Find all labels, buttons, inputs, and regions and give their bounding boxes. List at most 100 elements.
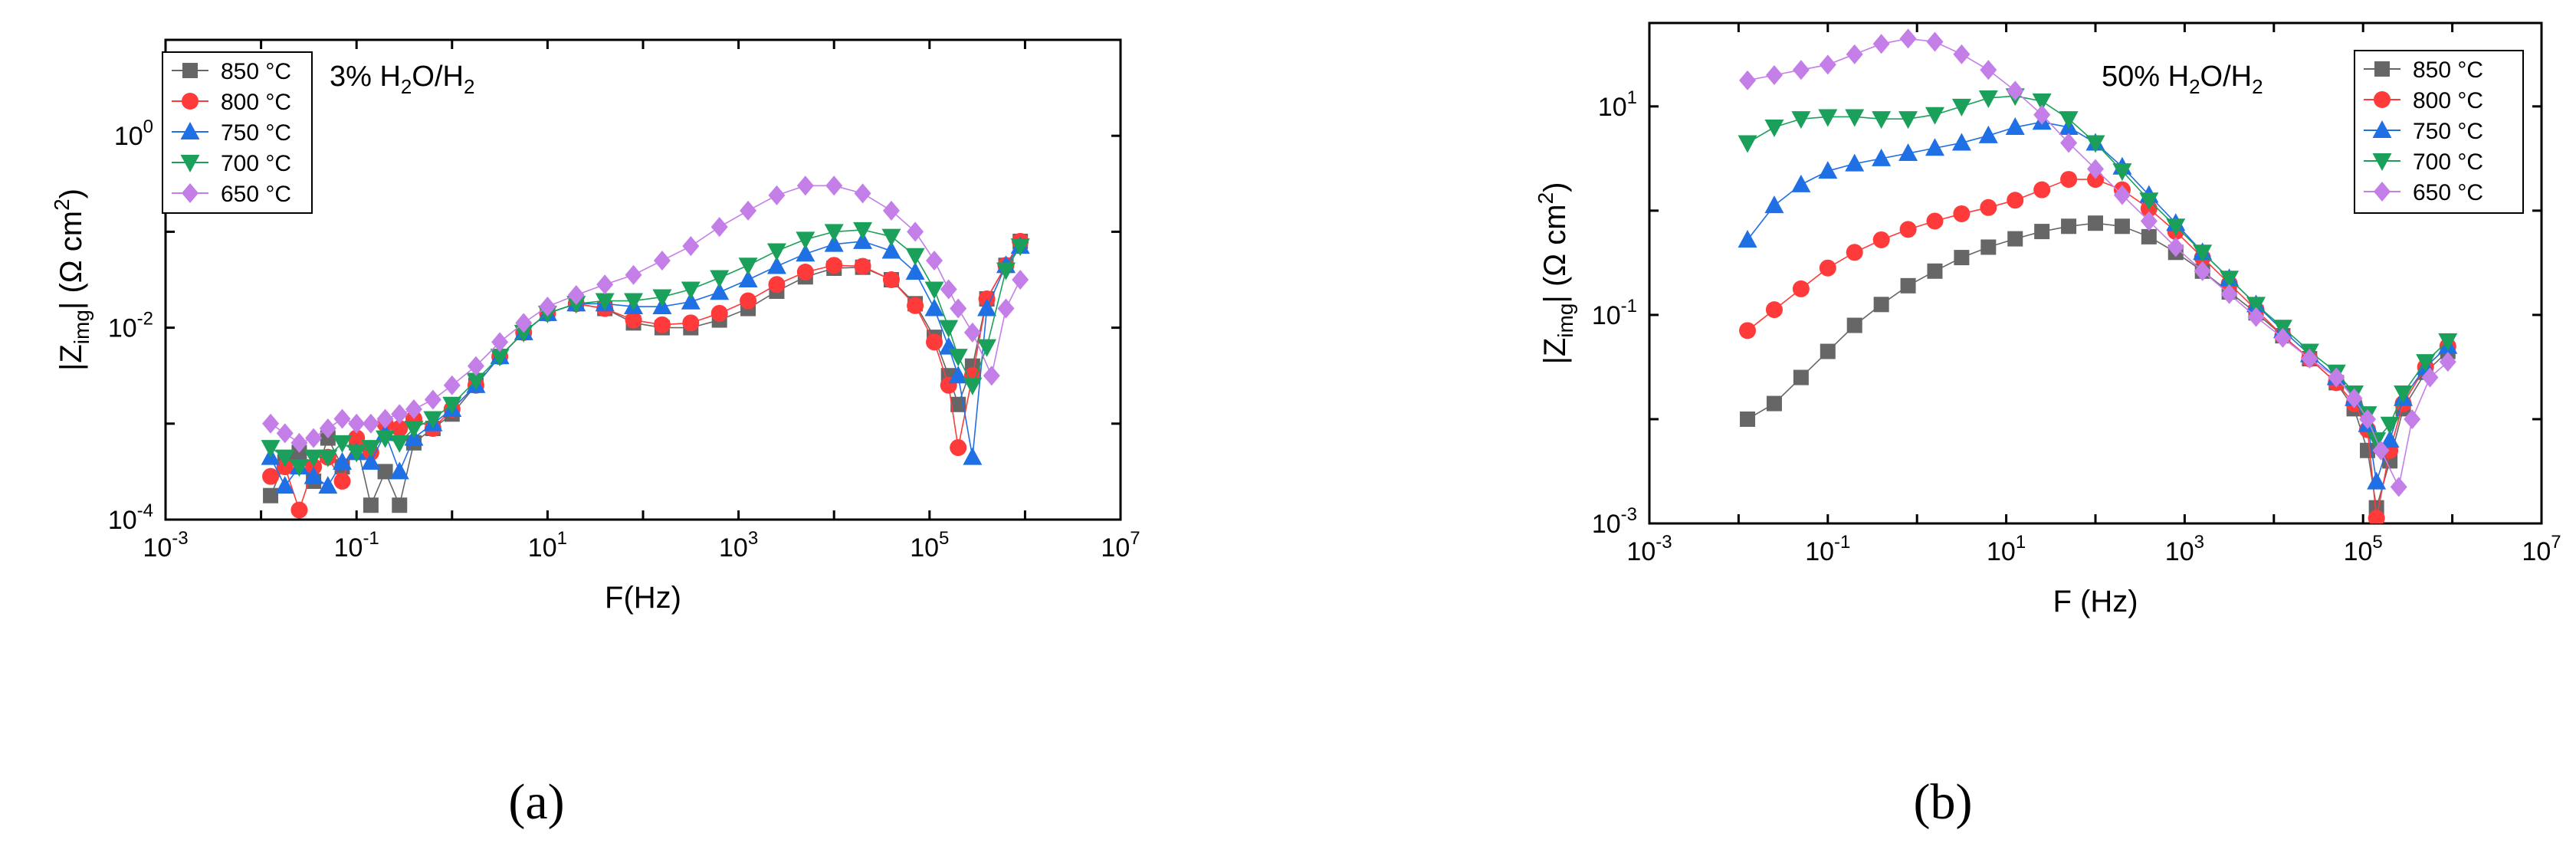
data-point [376,430,395,448]
data-point [1740,411,1756,427]
data-point [768,276,786,294]
legend-label: 850 °C [221,59,291,84]
data-point [1818,109,1838,127]
data-point [882,271,900,288]
y-tick-label: 10-2 [108,309,153,343]
data-point [1845,109,1865,127]
data-point [290,501,308,519]
data-point [1739,70,1757,90]
data-point [1872,34,1890,54]
y-tick-label: 100 [114,116,153,151]
panel-caption: (b) [1914,774,1973,830]
data-point [2007,192,2024,209]
y-tick-label: 10-4 [108,500,153,535]
data-point [391,420,409,438]
x-tick-label: 101 [1987,532,2026,566]
x-tick-label: 10-3 [1626,532,1672,566]
data-point [1980,239,1997,255]
data-point [682,236,700,257]
data-point [940,279,957,300]
legend-label: 750 °C [2413,119,2483,144]
data-point [319,418,336,439]
data-point [963,322,981,343]
data-point [318,476,338,494]
data-point [740,292,757,310]
data-point [1899,28,1917,49]
data-point [2087,171,2104,189]
data-point [262,413,280,434]
data-point [2088,215,2103,231]
data-point [596,274,614,295]
data-point [2112,163,2132,182]
data-point [682,314,700,332]
data-point [305,428,323,448]
data-point [2061,218,2077,235]
data-point [443,375,461,395]
data-point [2220,284,2238,304]
data-point [710,282,730,300]
y-tick-label: 10-3 [1592,504,1637,539]
legend-marker [2374,61,2390,77]
data-point [2246,297,2266,315]
data-point [1738,229,1757,248]
y-axis-label: |Zimg| (Ω cm2) [1534,182,1577,364]
data-point [404,421,424,439]
data-point [1954,250,1970,266]
data-point [882,200,900,221]
chart-panel-b: 10-3 10-1 101 103 105 107 10-3 10-1 101 F (Hz) |Zi… [1534,21,2561,830]
data-point [289,459,309,477]
series-line [270,185,1021,444]
data-point [950,439,967,457]
data-point [442,396,462,415]
series-700 °C [261,221,1030,477]
data-point [796,244,815,262]
data-point [1791,174,1811,192]
data-point [2060,133,2078,153]
data-point [768,185,786,205]
data-point [263,487,279,504]
data-point [1927,263,1943,279]
data-point [825,175,843,196]
data-point [2139,192,2159,211]
y-axis-label: |Zimg| (Ω cm2) [50,189,94,371]
data-point [1820,343,1836,359]
data-point [567,285,585,306]
data-point [907,297,924,314]
data-point [424,389,441,410]
data-point [2033,104,2051,125]
data-point [2372,440,2390,461]
data-point [950,298,967,319]
data-point [738,270,758,287]
data-point [290,432,308,453]
data-point [1792,60,1810,80]
data-point [1010,238,1030,257]
data-point [1764,120,1784,138]
legend-label: 650 °C [2413,180,2483,205]
data-point [539,297,556,317]
data-point [275,449,295,467]
data-point [304,466,323,484]
data-point [514,324,533,343]
data-point [2274,327,2292,348]
data-point [595,293,615,311]
data-point [361,451,381,470]
data-point [948,366,968,384]
data-point [625,264,642,285]
data-point [1819,259,1836,277]
x-tick-label: 10-3 [143,528,188,563]
data-point [2380,430,2400,448]
x-axis-label: F(Hz) [605,581,681,615]
legend-marker [2372,120,2392,138]
data-point [1953,205,1971,222]
data-point [853,221,873,240]
data-point [1872,148,1892,166]
data-point [2345,388,2363,408]
legend-label: 700 °C [221,151,291,176]
data-point [1872,231,1890,248]
data-point [1898,143,1918,162]
data-point [2034,224,2050,240]
data-point [1899,221,1917,238]
data-point [2033,181,2051,198]
data-point [1926,212,1944,230]
data-point [348,429,366,447]
